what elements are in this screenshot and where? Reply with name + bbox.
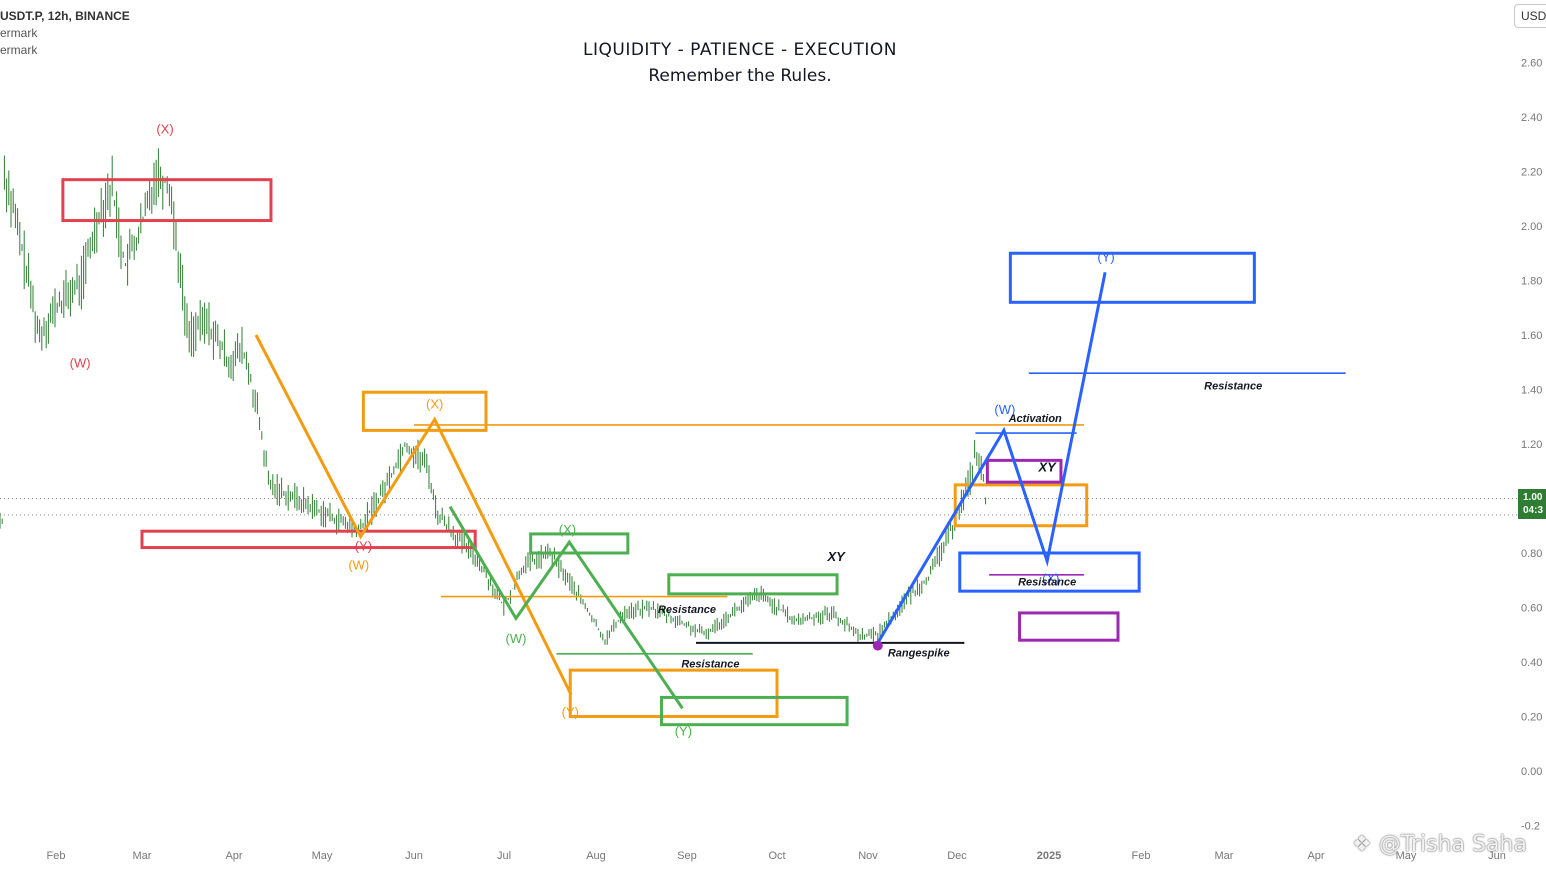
wave-label: (Y)	[355, 538, 372, 553]
y-tick-label: 1.80	[1521, 276, 1542, 288]
wave-label: (X)	[559, 522, 576, 537]
x-tick-label: Feb	[1132, 850, 1151, 862]
chart-note: Resistance	[681, 658, 739, 670]
wave-label: (Y)	[675, 724, 692, 739]
wave-label: (X)	[1042, 571, 1059, 586]
zone-box	[1018, 611, 1120, 642]
wave-label: (Y)	[562, 705, 579, 720]
y-tick-label: 2.60	[1521, 58, 1542, 70]
wave-label: (W)	[348, 557, 369, 572]
zone-box	[660, 695, 849, 727]
x-tick-label: Apr	[1307, 850, 1324, 862]
x-tick-label: Oct	[768, 850, 785, 862]
x-tick-label: 2025	[1037, 850, 1061, 862]
y-tick-label: 2.40	[1521, 112, 1542, 124]
currency-button[interactable]: USD	[1514, 4, 1546, 28]
wave-blue	[876, 272, 1107, 644]
y-tick-label: 2.20	[1521, 167, 1542, 179]
wave-label: (X)	[426, 397, 443, 412]
chart-subtitle: Remember the Rules.	[648, 66, 832, 86]
y-tick-label: 1.40	[1521, 385, 1542, 397]
x-tick-label: Jun	[405, 850, 423, 862]
zone-box	[1008, 251, 1256, 304]
y-tick-label: 0.40	[1521, 657, 1542, 669]
chart-title-block: LIQUIDITY - PATIENCE - EXECUTION Remembe…	[540, 40, 940, 86]
y-tick-label: 0.80	[1521, 548, 1542, 560]
wave-label: (W)	[70, 356, 91, 371]
x-tick-label: Jul	[497, 850, 511, 862]
chart-note: Rangespike	[888, 648, 950, 660]
author-signature: ❖ @Trisha Saha	[1352, 832, 1527, 857]
x-tick-label: Aug	[586, 850, 606, 862]
wave-label: (W)	[994, 402, 1015, 417]
chart-note: Resistance	[658, 604, 716, 616]
x-tick-label: Nov	[858, 850, 878, 862]
y-tick-label: -0.2	[1521, 821, 1540, 833]
zone-box	[667, 573, 839, 596]
chart-note: XY	[1037, 459, 1057, 474]
wave-label: (Y)	[1097, 249, 1114, 264]
chart-note: Resistance	[1204, 381, 1262, 393]
zone-box	[985, 458, 1063, 484]
countdown-value: 04:3	[1523, 505, 1544, 516]
y-tick-label: 1.60	[1521, 330, 1542, 342]
rangespike-marker	[872, 640, 883, 651]
x-tick-label: May	[1396, 850, 1417, 862]
watermark-text: ermark	[0, 26, 38, 40]
y-tick-label: 1.20	[1521, 439, 1542, 451]
chart-note: Activation	[1008, 413, 1062, 425]
x-tick-label: Jun	[1488, 850, 1506, 862]
x-tick-label: May	[312, 850, 333, 862]
chart-note: XY	[826, 549, 846, 564]
y-tick-label: 0.20	[1521, 712, 1542, 724]
current-price-tag: 1.00 04:3	[1518, 489, 1546, 519]
zone-box	[140, 529, 477, 550]
zone-box	[529, 532, 630, 555]
signature-icon: ❖	[1352, 832, 1372, 857]
x-tick-label: Mar	[133, 850, 152, 862]
wave-orange	[254, 334, 573, 696]
x-tick-label: Feb	[47, 850, 66, 862]
current-price-value: 1.00	[1523, 492, 1543, 503]
chart-title: LIQUIDITY - PATIENCE - EXECUTION	[583, 40, 897, 60]
wave-label: (W)	[505, 631, 526, 646]
signature-text: @Trisha Saha	[1378, 832, 1527, 857]
y-tick-label: 2.00	[1521, 221, 1542, 233]
x-tick-label: Dec	[947, 850, 967, 862]
wave-green	[448, 505, 684, 710]
zone-box	[953, 483, 1089, 528]
x-tick-label: Apr	[225, 850, 242, 862]
symbol-label: USDT.P, 12h, BINANCE	[0, 9, 130, 23]
y-tick-label: 0.00	[1521, 766, 1542, 778]
zone-box	[61, 178, 273, 223]
x-tick-label: Mar	[1215, 850, 1234, 862]
wave-label: (X)	[156, 121, 173, 136]
watermark-text: ermark	[0, 43, 38, 57]
y-tick-label: 0.60	[1521, 603, 1542, 615]
x-tick-label: Sep	[677, 850, 697, 862]
zone-box	[361, 390, 488, 432]
chart-note: Resistance	[1018, 577, 1076, 589]
